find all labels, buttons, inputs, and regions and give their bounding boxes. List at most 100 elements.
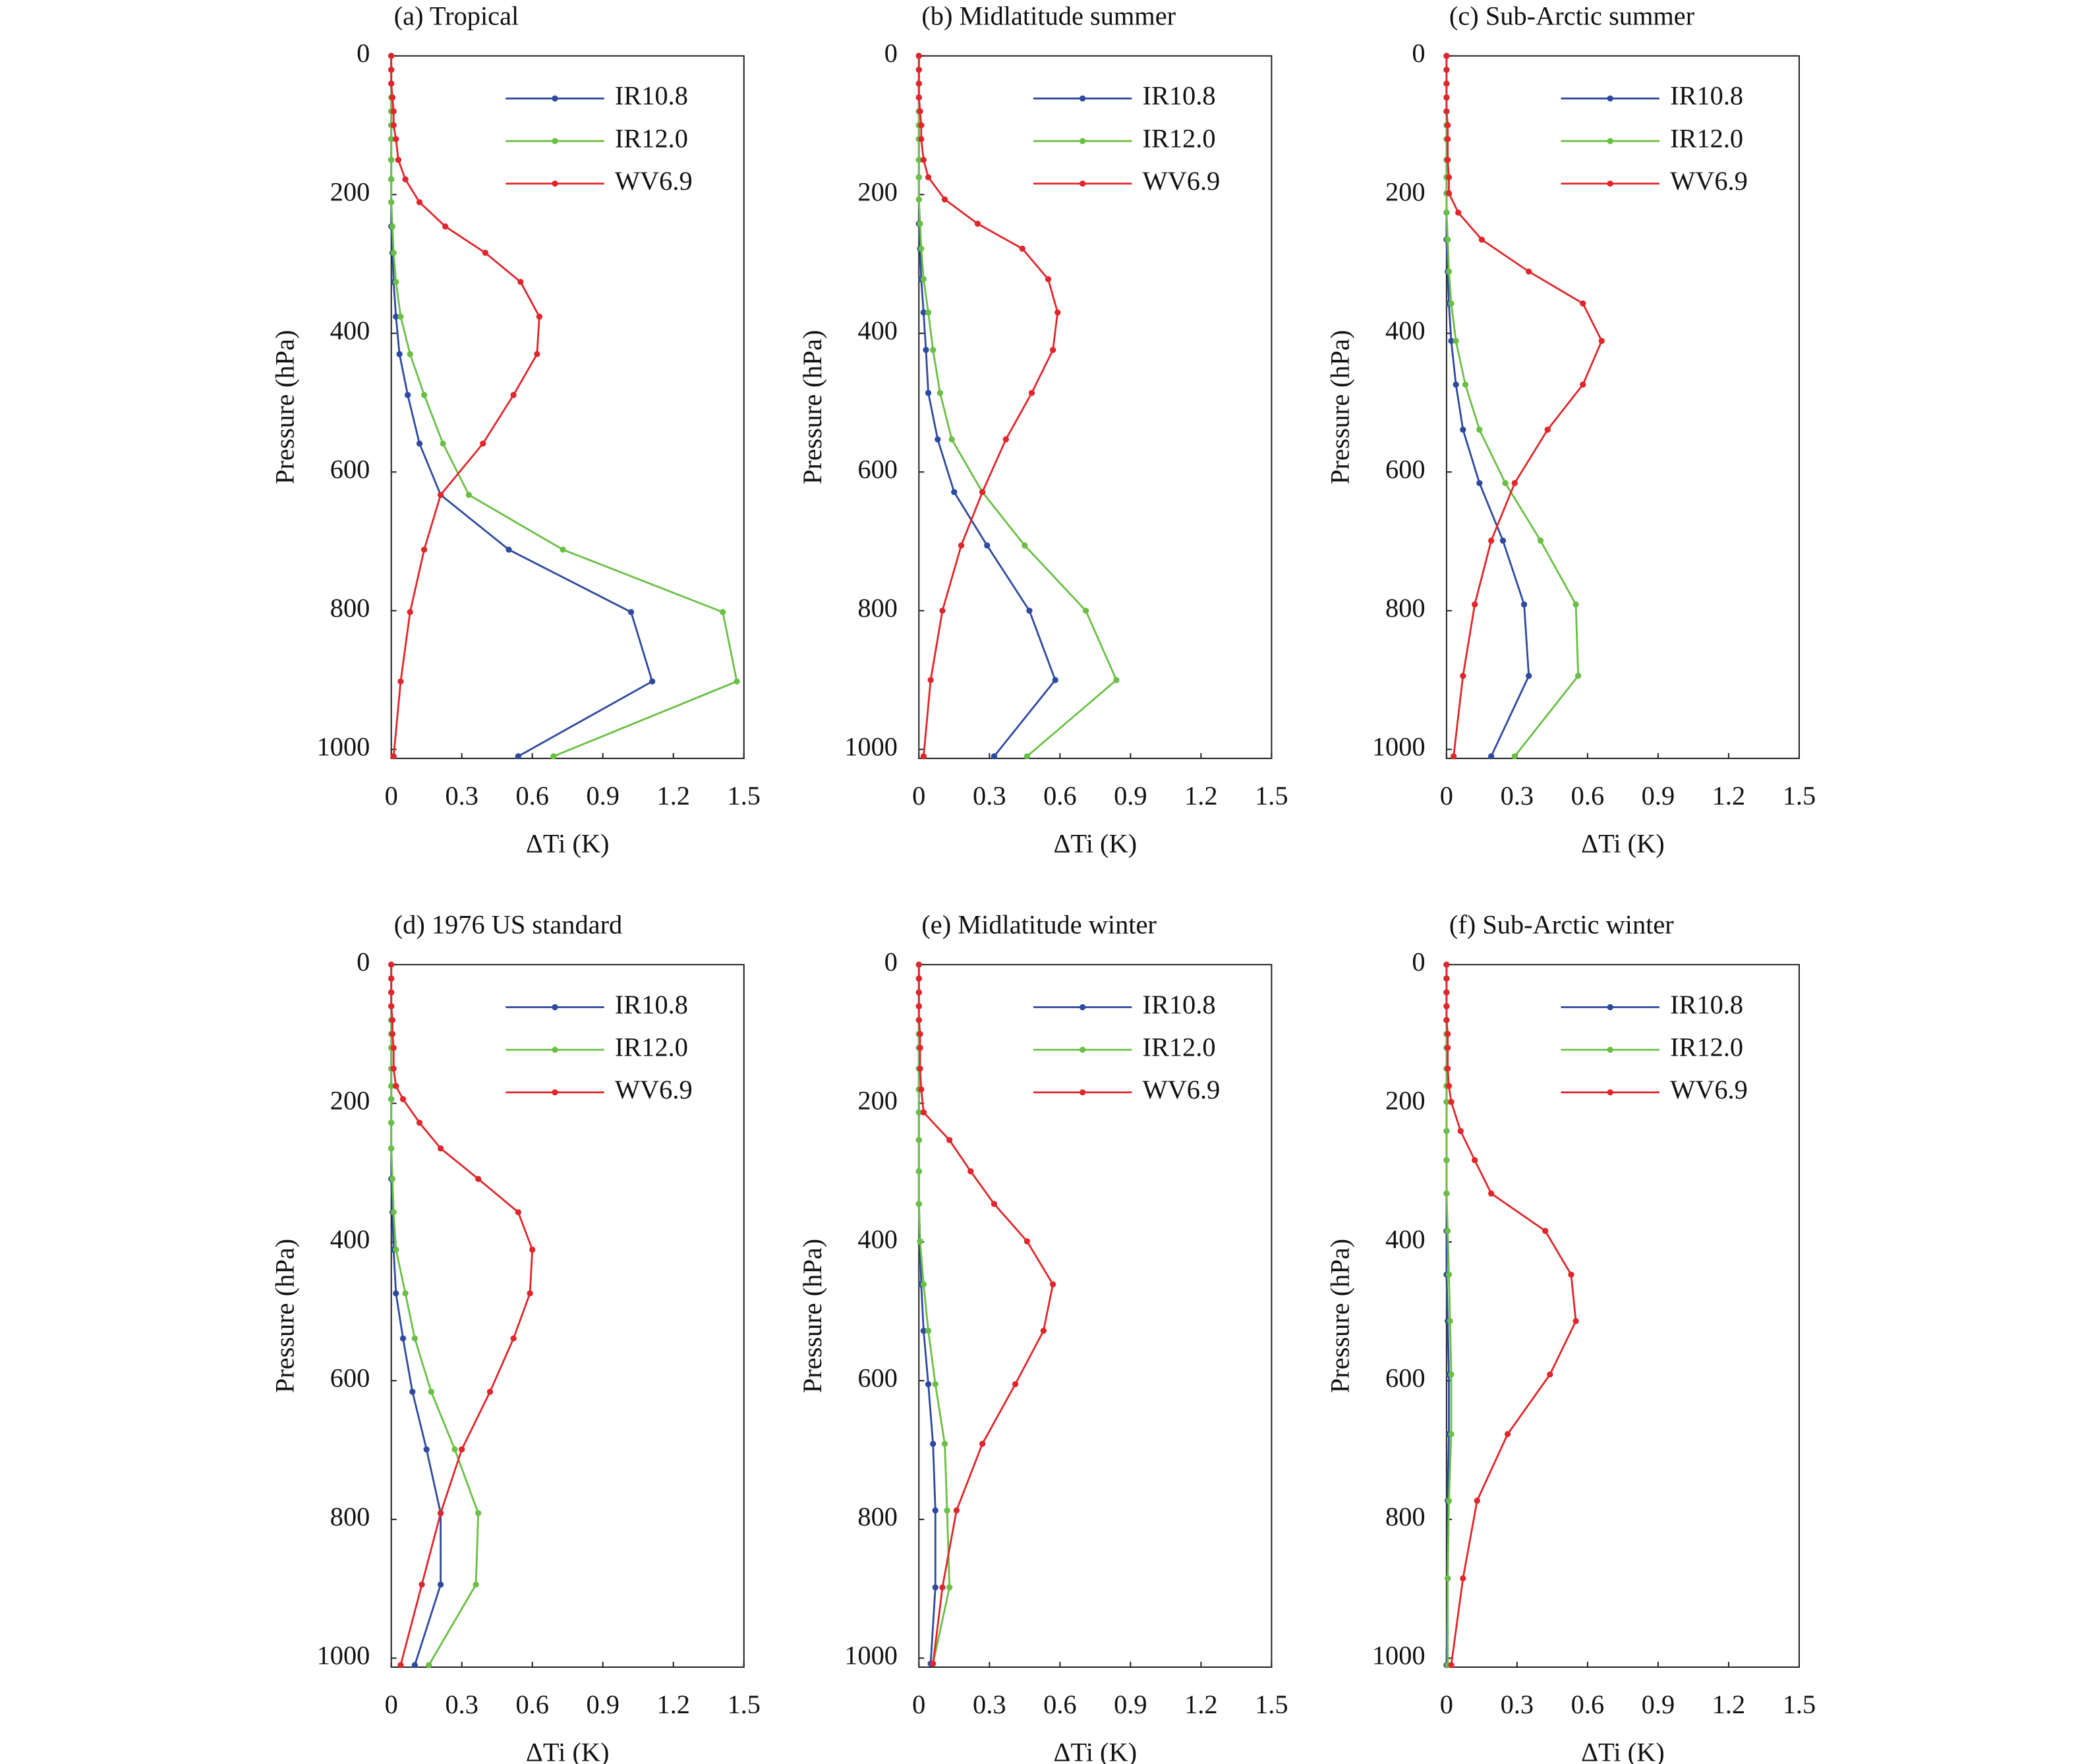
data-point (388, 1096, 395, 1102)
x-tick-label: 0 (385, 781, 398, 811)
x-tick-label: 0 (912, 781, 925, 811)
data-point (944, 1507, 950, 1514)
data-point (1040, 1327, 1047, 1334)
data-point (550, 753, 557, 760)
data-point (390, 1066, 397, 1072)
legend-label: WV6.9 (1143, 1075, 1221, 1104)
data-point (1448, 1662, 1455, 1668)
data-point (1443, 94, 1450, 101)
y-tick-label: 400 (857, 1224, 898, 1254)
x-tick-label: 0.6 (1571, 1690, 1604, 1719)
data-point (390, 250, 397, 256)
data-point (388, 1003, 395, 1010)
series-line (917, 55, 1059, 756)
y-tick-label: 1000 (1372, 1641, 1426, 1670)
data-point (396, 351, 403, 357)
plot-frame (918, 55, 1273, 759)
data-point (411, 1662, 418, 1668)
data-point (946, 1137, 953, 1143)
data-point (420, 391, 428, 399)
data-point (388, 176, 395, 183)
data-point (967, 1168, 974, 1175)
x-axis-label: ΔTi (K) (526, 828, 610, 858)
y-tick-label: 0 (357, 947, 370, 977)
data-point (399, 1096, 407, 1102)
y-axis-label: Pressure (hPa) (797, 330, 827, 484)
data-point (1460, 673, 1466, 679)
data-point (482, 250, 489, 256)
data-point (390, 1044, 397, 1051)
data-point (407, 351, 413, 357)
data-point (560, 546, 566, 553)
data-point (393, 136, 399, 142)
data-point (420, 546, 428, 553)
data-point (930, 347, 937, 353)
x-tick-label: 1.2 (1712, 781, 1745, 811)
data-point (918, 136, 925, 142)
data-point (720, 609, 726, 615)
data-point (1443, 1127, 1450, 1135)
data-point (388, 975, 395, 982)
x-axis-label: ΔTi (K) (1581, 1738, 1665, 1764)
legend-label: IR10.8 (1670, 990, 1743, 1019)
legend-marker (1607, 1004, 1613, 1011)
data-point (1054, 309, 1061, 316)
subplot: (e) Midlatitude winter ΔTi (K) Pressure (h… (797, 910, 1288, 1764)
x-tick-label: 0 (385, 1690, 398, 1719)
data-point (1472, 601, 1478, 608)
data-point (941, 1440, 948, 1447)
y-tick-label: 1000 (317, 732, 370, 762)
legend-marker (552, 95, 558, 102)
series-line (1445, 55, 1603, 756)
legend-marker (1607, 180, 1613, 187)
data-point (389, 94, 396, 101)
data-point (465, 492, 473, 498)
data-point (915, 67, 922, 73)
plot-frame (390, 963, 745, 1668)
data-point (991, 753, 998, 760)
data-point (915, 961, 922, 968)
legend-label: IR10.8 (615, 990, 688, 1019)
data-point (920, 1109, 927, 1116)
data-point (1113, 677, 1120, 683)
data-point (390, 1209, 397, 1216)
data-point (1511, 480, 1518, 486)
series-line (390, 964, 442, 1666)
series-line (1445, 55, 1530, 757)
data-point (388, 53, 395, 59)
data-point (915, 196, 922, 203)
subplot: (f) Sub-Arctic winter ΔTi (K) Pressure (hP… (1325, 910, 1816, 1764)
x-axis-label: ΔTi (K) (1054, 1738, 1138, 1764)
legend-marker (1079, 1089, 1086, 1096)
data-point (932, 1380, 938, 1388)
data-point (1448, 1098, 1455, 1105)
data-point (505, 546, 512, 553)
subplot: (b) Midlatitude summer ΔTi (K) Pressure (h… (797, 1, 1288, 859)
data-point (1445, 174, 1453, 181)
series-line (917, 964, 1054, 1664)
data-point (1511, 753, 1518, 760)
data-point (1082, 608, 1089, 614)
data-point (925, 1327, 932, 1334)
series-line (917, 55, 1118, 757)
data-point (390, 753, 397, 760)
x-tick-label: 0 (1440, 781, 1453, 811)
data-point (390, 122, 397, 128)
data-point (920, 309, 927, 316)
y-tick-label: 400 (857, 316, 898, 345)
data-point (389, 1031, 396, 1037)
data-point (1488, 1190, 1495, 1197)
series-line (917, 55, 1056, 757)
data-point (1443, 961, 1450, 968)
data-point (935, 436, 941, 443)
x-tick-label: 1.5 (1783, 1690, 1816, 1719)
y-tick-label: 800 (330, 593, 370, 623)
data-point (388, 80, 395, 87)
legend-label: WV6.9 (1143, 166, 1221, 196)
data-point (627, 609, 635, 615)
series-line (390, 964, 480, 1666)
data-point (1504, 1431, 1511, 1438)
data-point (1537, 537, 1544, 544)
